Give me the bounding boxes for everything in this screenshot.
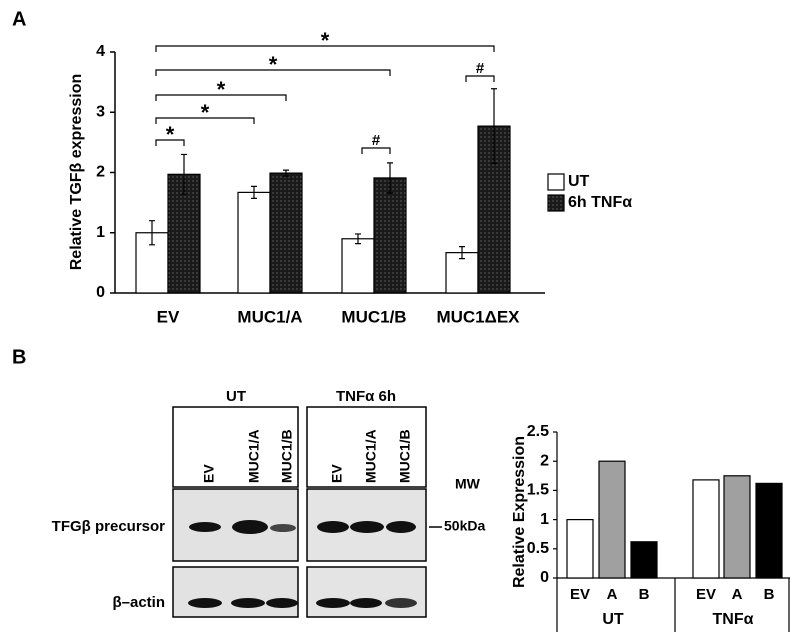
mw-header: MW bbox=[455, 476, 481, 492]
x-tick-label: EV bbox=[570, 586, 590, 603]
group-label: UT bbox=[602, 611, 624, 628]
y-tick-label: 3 bbox=[96, 103, 105, 120]
lane-label: MUC1/B bbox=[397, 429, 413, 483]
legend-label: UT bbox=[568, 173, 590, 190]
x-tick-label: A bbox=[607, 586, 618, 603]
lane-label: EV bbox=[329, 464, 345, 483]
error-bar bbox=[181, 153, 187, 195]
blot bbox=[172, 406, 442, 618]
x-tick-label: B bbox=[764, 586, 775, 603]
bracket bbox=[155, 69, 391, 76]
bracket bbox=[155, 94, 287, 101]
bracket bbox=[155, 117, 255, 124]
bracket bbox=[155, 45, 495, 52]
x-tick-label: MUC1/A bbox=[237, 307, 302, 326]
y-axis-label: Relative Expression bbox=[511, 436, 528, 588]
annotation: * bbox=[217, 77, 226, 102]
bracket bbox=[361, 147, 391, 154]
y-tick-label: 2 bbox=[96, 164, 105, 181]
x-tick-label: EV bbox=[696, 586, 716, 603]
panel-label: A bbox=[12, 8, 26, 30]
x-tick-label: MUC1/B bbox=[341, 307, 406, 326]
x-tick-label: B bbox=[639, 586, 650, 603]
annotation: * bbox=[321, 28, 330, 53]
y-tick-label: 0 bbox=[96, 284, 105, 301]
error-bar bbox=[355, 233, 361, 245]
bar bbox=[598, 460, 626, 579]
legend-swatch bbox=[547, 194, 565, 212]
annotation: # bbox=[476, 60, 485, 77]
group-label: TNFα bbox=[713, 611, 754, 628]
lane-label: EV bbox=[201, 464, 217, 483]
legend-label: 6h TNFα bbox=[568, 194, 632, 211]
legend-swatch bbox=[547, 173, 565, 191]
bracket bbox=[155, 139, 185, 146]
annotation: * bbox=[269, 52, 278, 77]
blot-row: β–actin bbox=[112, 594, 165, 611]
bar bbox=[341, 238, 375, 294]
x-tick-label: A bbox=[732, 586, 743, 603]
y-tick-label: 1.5 bbox=[527, 482, 549, 499]
annotation: # bbox=[372, 132, 381, 149]
y-axis-label: Relative TGFβ expression bbox=[68, 74, 85, 271]
panel-label: B bbox=[12, 346, 26, 368]
x-tick-label: MUC1ΔEX bbox=[436, 307, 520, 326]
error-bar bbox=[251, 185, 257, 200]
error-bar bbox=[283, 169, 289, 177]
y-tick-label: 0 bbox=[540, 569, 549, 586]
mw-marker: 50kDa bbox=[444, 518, 485, 534]
error-bar bbox=[387, 162, 393, 194]
bar bbox=[630, 541, 658, 579]
y-tick-label: 0.5 bbox=[527, 540, 549, 557]
bar bbox=[566, 518, 594, 579]
bar bbox=[755, 482, 783, 579]
annotation: * bbox=[166, 122, 175, 147]
blot-row: TFGβ precursor bbox=[52, 518, 166, 535]
error-bar bbox=[459, 246, 465, 260]
y-tick-label: 1 bbox=[96, 224, 105, 241]
y-tick-label: 2 bbox=[540, 452, 549, 469]
blot-group: UT bbox=[226, 388, 246, 405]
lane-label: MUC1/B bbox=[279, 429, 295, 483]
bar bbox=[237, 191, 271, 294]
lane-label: MUC1/A bbox=[363, 429, 379, 483]
bracket bbox=[465, 75, 495, 82]
bar bbox=[723, 475, 751, 579]
bar bbox=[373, 177, 407, 294]
blot-group: TNFα 6h bbox=[336, 388, 396, 405]
bar bbox=[269, 172, 303, 294]
error-bar bbox=[149, 220, 155, 246]
error-bar bbox=[491, 88, 497, 165]
bar bbox=[445, 252, 479, 294]
y-tick-label: 1 bbox=[540, 511, 549, 528]
x-tick-label: EV bbox=[157, 307, 180, 326]
lane-label: MUC1/A bbox=[246, 429, 262, 483]
y-tick-label: 2.5 bbox=[527, 423, 549, 440]
bar bbox=[692, 479, 720, 579]
y-tick-label: 4 bbox=[96, 43, 105, 60]
annotation: * bbox=[201, 100, 210, 125]
